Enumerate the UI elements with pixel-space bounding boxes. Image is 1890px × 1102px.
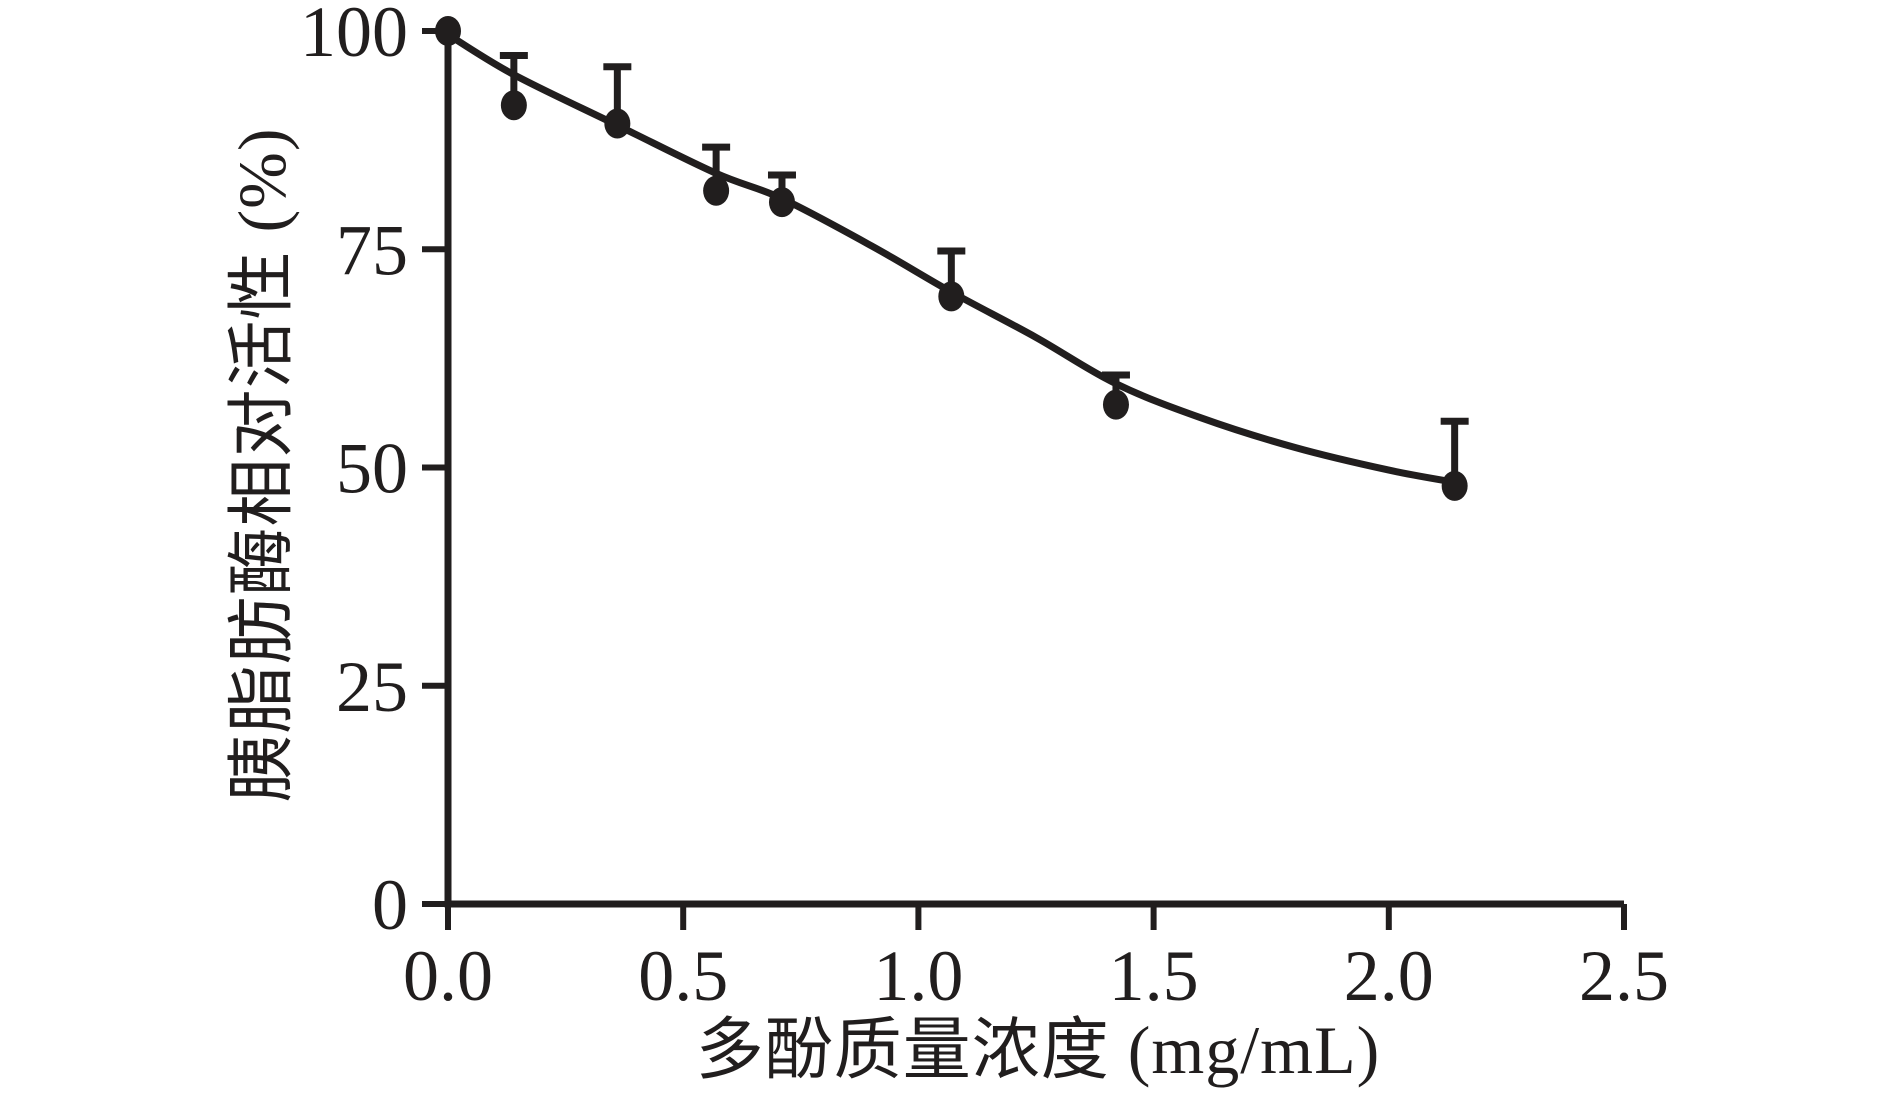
data-point-marker <box>768 187 795 218</box>
y-tick-label: 25 <box>336 647 408 727</box>
x-tick-label: 0.5 <box>638 936 728 1016</box>
y-axis-label: 胰脂肪酶相对活性 (%) <box>224 127 300 803</box>
y-tick-label: 75 <box>336 210 408 290</box>
x-tick-label: 1.5 <box>1109 936 1199 1016</box>
axes-line <box>444 31 1624 908</box>
data-point-marker <box>703 175 730 206</box>
y-tick-label: 100 <box>300 0 408 72</box>
data-point-marker <box>938 281 965 312</box>
y-tick-label: 50 <box>336 429 408 509</box>
x-axis-label: 多酚质量浓度 (mg/mL) <box>695 1012 1381 1088</box>
data-point-marker <box>1441 470 1468 501</box>
y-tick-label: 0 <box>372 865 408 945</box>
data-point-marker <box>500 90 527 121</box>
data-point-marker <box>604 108 631 139</box>
x-tick-label: 2.0 <box>1344 936 1434 1016</box>
data-point-marker <box>1102 389 1129 420</box>
x-tick-label: 1.0 <box>873 936 963 1016</box>
data-point-marker <box>435 16 461 46</box>
x-tick-label: 0.0 <box>403 936 493 1016</box>
x-tick-label: 2.5 <box>1579 936 1669 1016</box>
